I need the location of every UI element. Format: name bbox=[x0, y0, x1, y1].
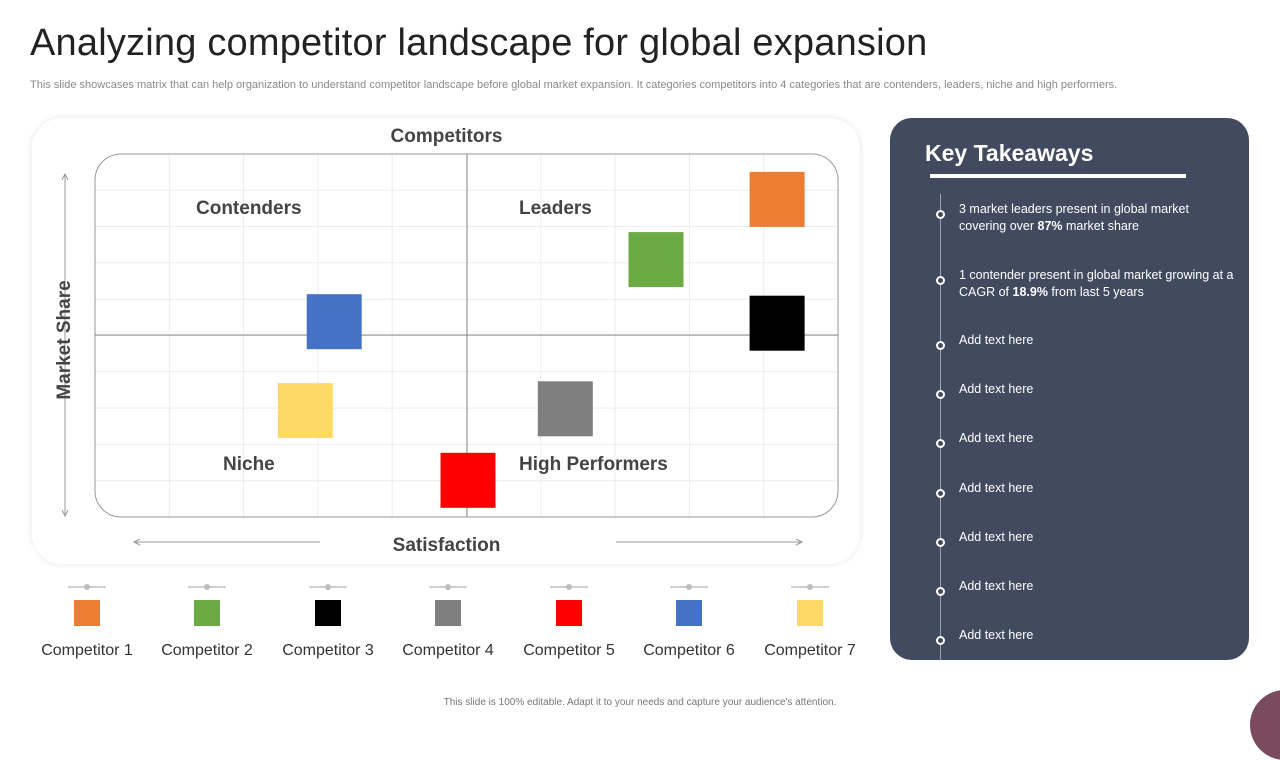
quadrant-label-contenders: Contenders bbox=[196, 198, 302, 219]
legend-item: Competitor 1 bbox=[27, 582, 147, 660]
quadrant-label-niche: Niche bbox=[223, 454, 275, 475]
takeaway-text: Add text here bbox=[959, 382, 1034, 396]
connector-icon bbox=[429, 584, 467, 590]
legend-label: Competitor 5 bbox=[523, 642, 615, 659]
takeaway-text: 1 contender present in global market gro… bbox=[959, 268, 1234, 299]
legend-swatch bbox=[315, 600, 341, 626]
bullet-dot-icon bbox=[936, 341, 945, 350]
x-axis-label: Satisfaction bbox=[392, 535, 501, 556]
legend-label: Competitor 1 bbox=[41, 642, 133, 659]
competitor-2-marker bbox=[628, 232, 684, 288]
bullet-dot-icon bbox=[936, 489, 945, 498]
x-axis-arrow-left bbox=[132, 538, 320, 546]
competitor-points bbox=[277, 171, 805, 508]
legend-swatch bbox=[194, 600, 220, 626]
connector-icon bbox=[791, 584, 829, 590]
connector-icon bbox=[309, 584, 347, 590]
legend-label: Competitor 7 bbox=[764, 642, 856, 659]
legend-item: Competitor 3 bbox=[268, 582, 388, 660]
takeaway-text: Add text here bbox=[959, 579, 1034, 593]
legend-swatch bbox=[556, 600, 582, 626]
competitor-1-marker bbox=[749, 171, 805, 227]
competitor-7-marker bbox=[277, 383, 333, 439]
legend-item: Competitor 2 bbox=[147, 582, 267, 660]
bullet-dot-icon bbox=[936, 636, 945, 645]
legend-label: Competitor 4 bbox=[402, 642, 494, 659]
bullet-dot-icon bbox=[936, 439, 945, 448]
competitor-4-marker bbox=[537, 381, 593, 437]
legend-swatch bbox=[676, 600, 702, 626]
y-axis-label: Market Share bbox=[54, 280, 75, 400]
quadrant-label-leaders: Leaders bbox=[519, 198, 592, 219]
connector-icon bbox=[188, 584, 226, 590]
page-subtitle: This slide showcases matrix that can hel… bbox=[30, 79, 1118, 91]
timeline-line bbox=[940, 194, 941, 660]
takeaway-text: Add text here bbox=[959, 530, 1034, 544]
connector-icon bbox=[68, 584, 106, 590]
bullet-dot-icon bbox=[936, 276, 945, 285]
quadrant-label-high-performers: High Performers bbox=[519, 454, 668, 475]
footer-note: This slide is 100% editable. Adapt it to… bbox=[443, 697, 837, 708]
x-axis-arrow-right bbox=[616, 538, 804, 546]
key-takeaways-panel: Key Takeaways 3 market leaders present i… bbox=[890, 118, 1249, 660]
legend-label: Competitor 3 bbox=[282, 642, 374, 659]
legend-item: Competitor 4 bbox=[388, 582, 508, 660]
page-title: Analyzing competitor landscape for globa… bbox=[30, 22, 928, 64]
takeaway-text: Add text here bbox=[959, 431, 1034, 445]
y-axis-arrow bbox=[61, 172, 69, 518]
key-takeaways-title: Key Takeaways bbox=[925, 140, 1094, 166]
takeaway-text: Add text here bbox=[959, 333, 1034, 347]
matrix-svg bbox=[61, 153, 839, 546]
legend-item: Competitor 6 bbox=[629, 582, 749, 660]
legend-swatch bbox=[435, 600, 461, 626]
axis-top-label: Competitors bbox=[390, 126, 503, 147]
connector-icon bbox=[550, 584, 588, 590]
legend-item: Competitor 7 bbox=[750, 582, 870, 660]
legend-swatch bbox=[74, 600, 100, 626]
title-underline bbox=[930, 174, 1186, 178]
competitor-5-marker bbox=[440, 452, 496, 508]
bullet-dot-icon bbox=[936, 210, 945, 219]
bullet-dot-icon bbox=[936, 587, 945, 596]
legend-label: Competitor 2 bbox=[161, 642, 253, 659]
legend-item: Competitor 5 bbox=[509, 582, 629, 660]
competitor-3-marker bbox=[749, 295, 805, 351]
legend-label: Competitor 6 bbox=[643, 642, 735, 659]
connector-icon bbox=[670, 584, 708, 590]
takeaway-text: Add text here bbox=[959, 481, 1034, 495]
competitor-6-marker bbox=[306, 294, 362, 350]
takeaway-text: 3 market leaders present in global marke… bbox=[959, 202, 1189, 233]
takeaway-text: Add text here bbox=[959, 628, 1034, 642]
legend-swatch bbox=[797, 600, 823, 626]
bullet-dot-icon bbox=[936, 390, 945, 399]
bullet-dot-icon bbox=[936, 538, 945, 547]
